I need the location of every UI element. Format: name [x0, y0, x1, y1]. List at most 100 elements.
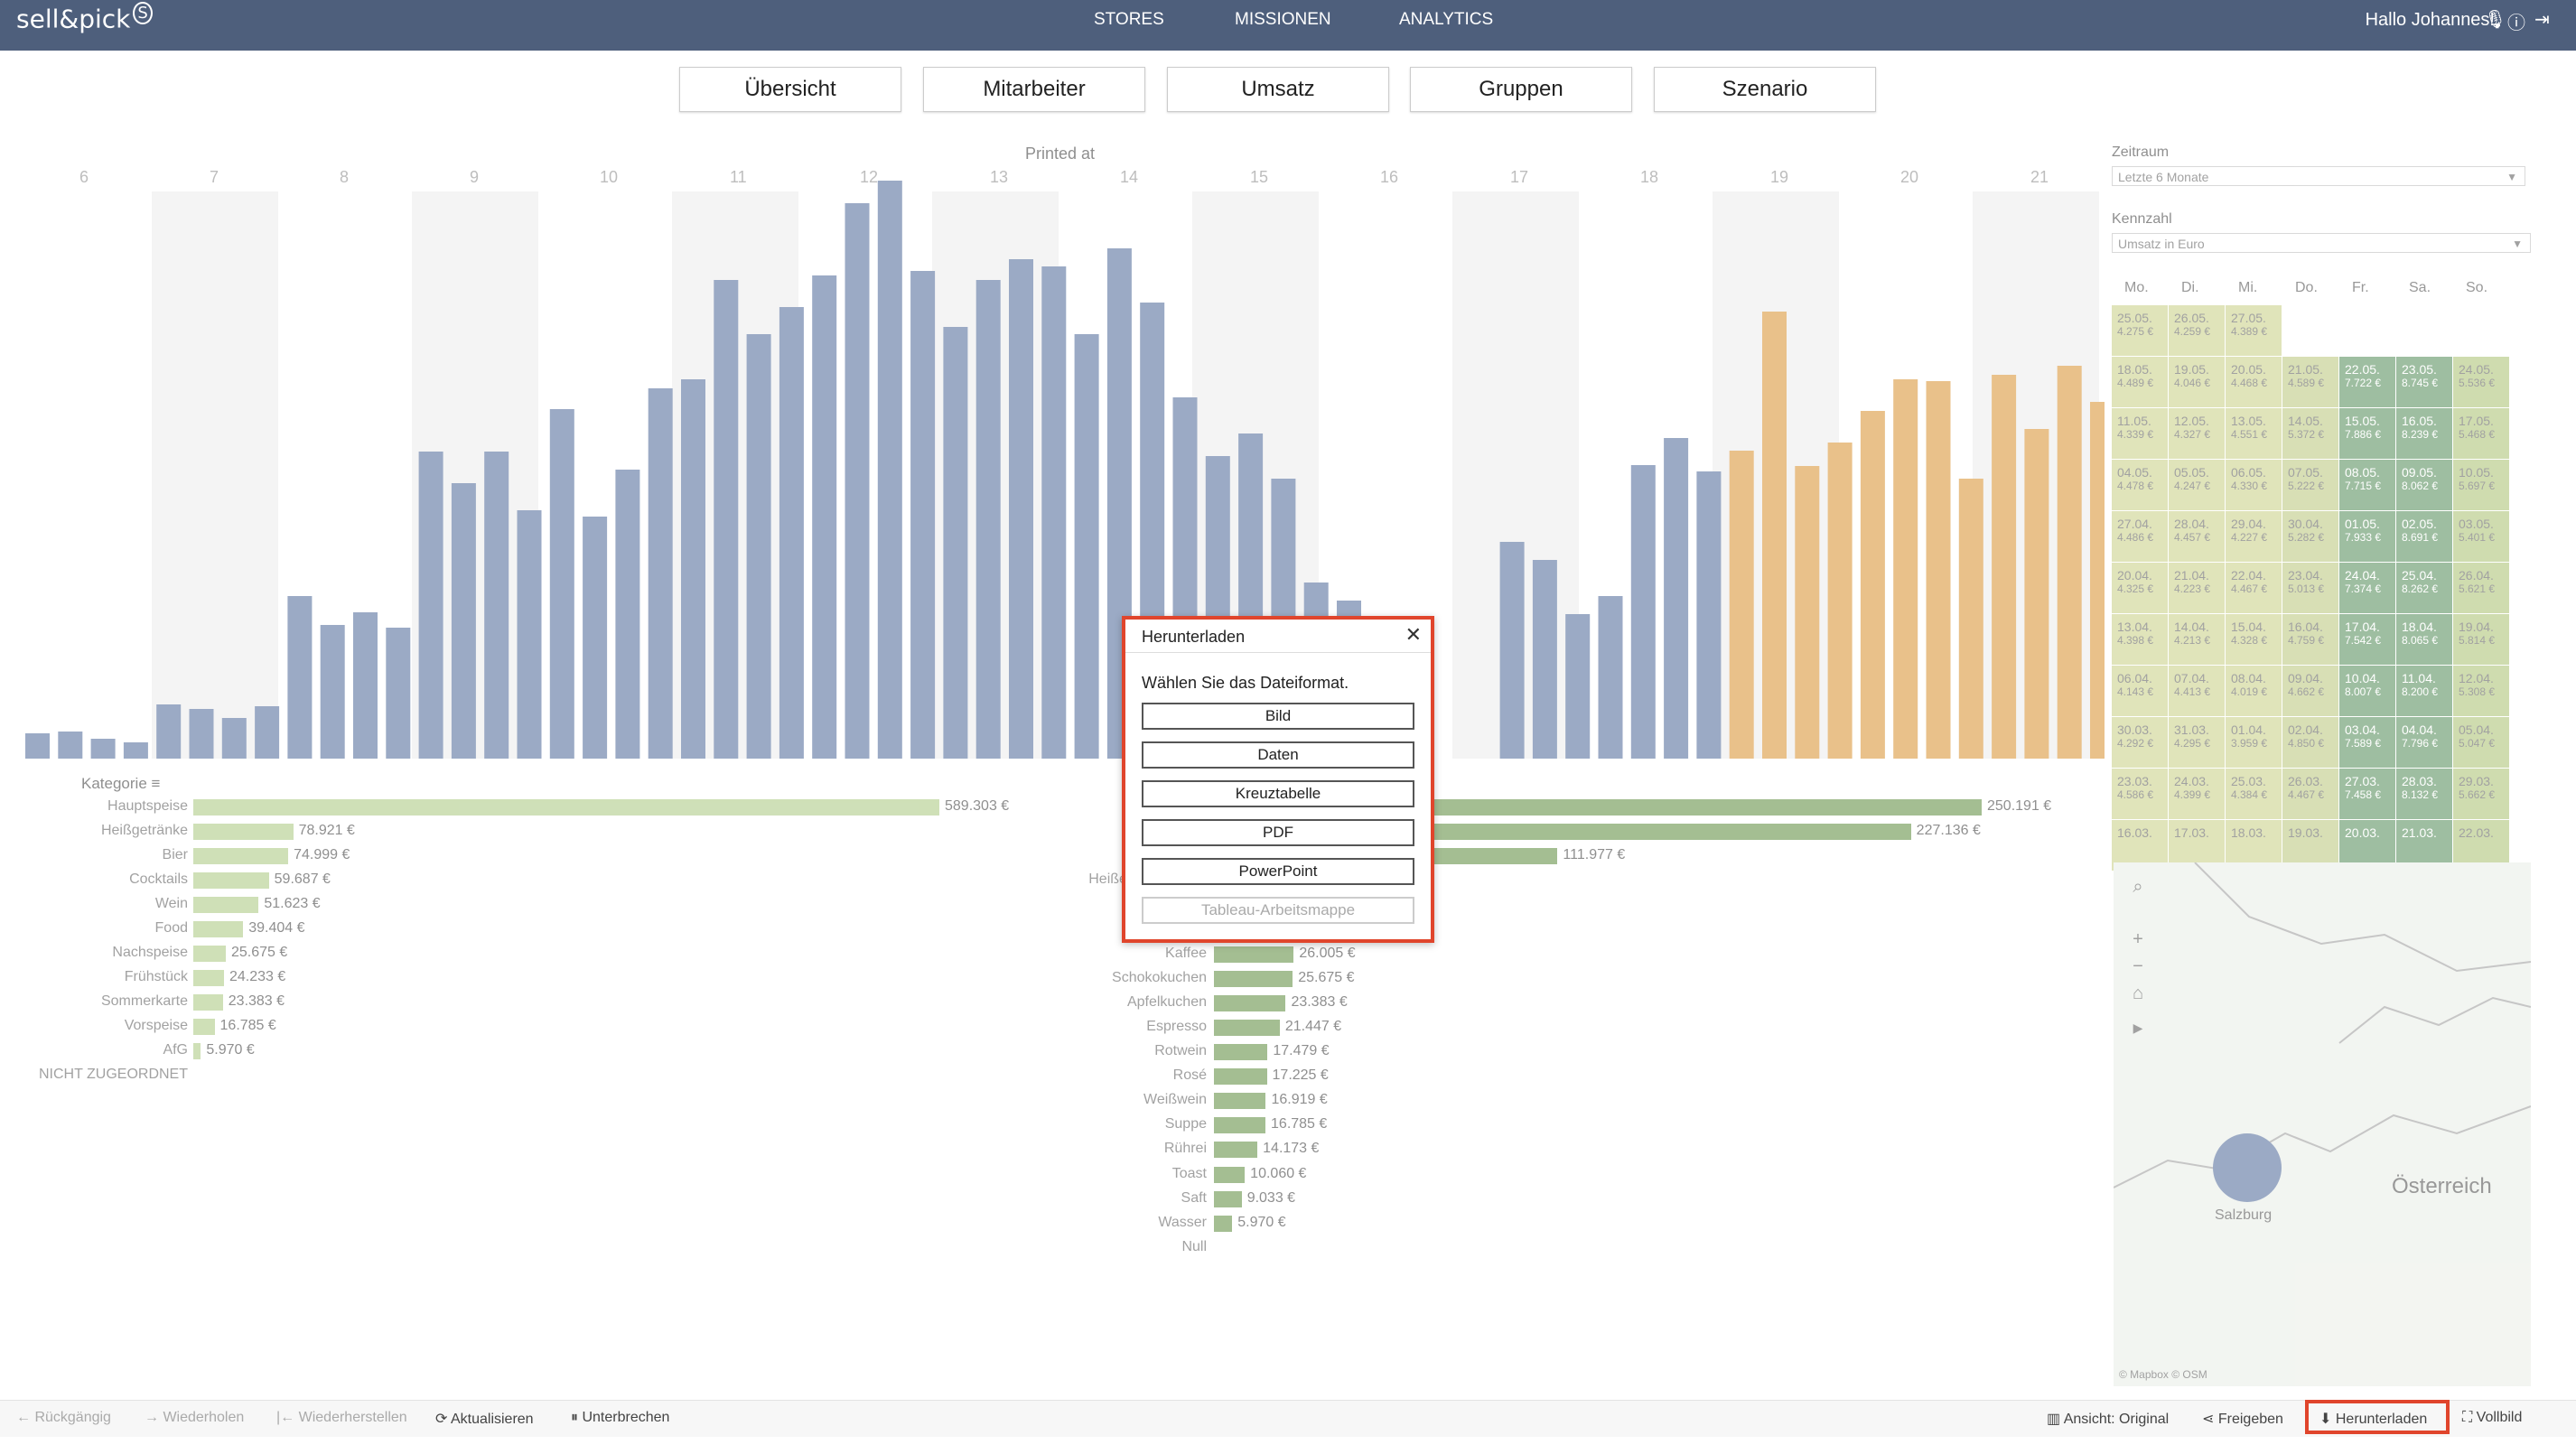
category-bar[interactable]: [193, 824, 294, 840]
day-bar[interactable]: [221, 718, 247, 759]
day-bar[interactable]: [1958, 479, 1983, 759]
tab-umsatz[interactable]: Umsatz: [1167, 67, 1389, 112]
play-icon[interactable]: ▶: [2133, 1021, 2143, 1035]
day-bar[interactable]: [1009, 259, 1033, 759]
calendar-day[interactable]: 10.04. 8.007 €: [2339, 666, 2395, 716]
category-bar[interactable]: [193, 848, 289, 864]
download-button[interactable]: ⬇ Herunterladen: [2319, 1412, 2428, 1427]
calendar-day[interactable]: 20.05. 4.468 €: [2226, 357, 2282, 407]
day-bar[interactable]: [1827, 443, 1853, 759]
calendar-day[interactable]: 30.04. 5.282 €: [2282, 511, 2338, 562]
day-bar[interactable]: [1893, 379, 1918, 759]
calendar-day[interactable]: 21.05. 4.589 €: [2282, 357, 2338, 407]
calendar-day[interactable]: 06.04. 4.143 €: [2112, 666, 2168, 716]
home-icon[interactable]: ⌂: [2132, 983, 2144, 1003]
share-button[interactable]: ⋖ Freigeben: [2202, 1412, 2283, 1427]
weekly-revenue-chart[interactable]: [0, 181, 2105, 759]
day-bar[interactable]: [681, 379, 705, 759]
day-bar[interactable]: [255, 706, 280, 759]
calendar-day[interactable]: 22.03.: [2453, 820, 2509, 871]
calendar-day[interactable]: 13.05. 4.551 €: [2226, 408, 2282, 459]
calendar-day[interactable]: 26.05. 4.259 €: [2169, 305, 2225, 356]
day-bar[interactable]: [877, 181, 902, 759]
product-bar[interactable]: [1214, 946, 1294, 963]
product-bar[interactable]: [1214, 1044, 1268, 1060]
calendar-day[interactable]: 02.04. 4.850 €: [2282, 717, 2338, 768]
calendar-day[interactable]: 29.03. 5.662 €: [2453, 769, 2509, 819]
day-bar[interactable]: [320, 625, 345, 759]
day-bar[interactable]: [1532, 560, 1557, 759]
day-bar[interactable]: [583, 517, 608, 759]
category-bar[interactable]: [193, 799, 939, 816]
calendar-day[interactable]: 17.04. 7.542 €: [2339, 614, 2395, 665]
calendar-day[interactable]: 15.04. 4.328 €: [2226, 614, 2282, 665]
calendar-day[interactable]: 28.03. 8.132 €: [2396, 769, 2452, 819]
day-bar[interactable]: [779, 307, 804, 759]
calendar-day[interactable]: 20.03.: [2339, 820, 2395, 871]
calendar-day[interactable]: 23.05. 8.745 €: [2396, 357, 2452, 407]
fullscreen-button[interactable]: ⛶ Vollbild: [2462, 1410, 2523, 1425]
calendar-day[interactable]: 11.04. 8.200 €: [2396, 666, 2452, 716]
calendar-day[interactable]: 08.04. 4.019 €: [2226, 666, 2282, 716]
calendar-day[interactable]: 28.04. 4.457 €: [2169, 511, 2225, 562]
calendar-day[interactable]: 30.03. 4.292 €: [2112, 717, 2168, 768]
product-bar[interactable]: [1214, 1215, 1233, 1232]
pdf-button[interactable]: PDF: [1142, 819, 1414, 846]
revert-button[interactable]: |← Wiederherstellen: [276, 1410, 407, 1425]
calendar-day[interactable]: 12.05. 4.327 €: [2169, 408, 2225, 459]
day-bar[interactable]: [353, 612, 378, 759]
day-bar[interactable]: [975, 280, 1001, 759]
day-bar[interactable]: [714, 280, 739, 759]
calendar-day[interactable]: 21.04. 4.223 €: [2169, 563, 2225, 613]
day-bar[interactable]: [2057, 366, 2082, 759]
calendar-day[interactable]: 16.03.: [2112, 820, 2168, 871]
tab-szenario[interactable]: Szenario: [1654, 67, 1876, 112]
calendar-day[interactable]: 13.04. 4.398 €: [2112, 614, 2168, 665]
calendar-day[interactable]: 03.04. 7.589 €: [2339, 717, 2395, 768]
tab-gruppen[interactable]: Gruppen: [1410, 67, 1632, 112]
calendar-day[interactable]: 18.03.: [2226, 820, 2282, 871]
calendar-day[interactable]: 17.05. 5.468 €: [2453, 408, 2509, 459]
calendar-day[interactable]: 23.04. 5.013 €: [2282, 563, 2338, 613]
calendar-day[interactable]: 18.05. 4.489 €: [2112, 357, 2168, 407]
calendar-day[interactable]: 25.04. 8.262 €: [2396, 563, 2452, 613]
calendar-day[interactable]: 26.04. 5.621 €: [2453, 563, 2509, 613]
calendar-day[interactable]: 19.05. 4.046 €: [2169, 357, 2225, 407]
category-bar[interactable]: [193, 970, 224, 986]
day-bar[interactable]: [1499, 542, 1525, 759]
day-bar[interactable]: [1630, 465, 1656, 759]
day-bar[interactable]: [1664, 438, 1689, 759]
category-bar[interactable]: [193, 897, 259, 913]
day-bar[interactable]: [517, 510, 542, 759]
calendar-day[interactable]: 27.04. 4.486 €: [2112, 511, 2168, 562]
calendar-day[interactable]: 16.04. 4.759 €: [2282, 614, 2338, 665]
tableau-workbook-button[interactable]: Tableau-Arbeitsmappe: [1142, 897, 1414, 924]
refresh-button[interactable]: ⟳ Aktualisieren: [435, 1412, 534, 1427]
calendar-day[interactable]: 27.05. 4.389 €: [2226, 305, 2282, 356]
calendar-day[interactable]: 23.03. 4.586 €: [2112, 769, 2168, 819]
zeitraum-select[interactable]: Letzte 6 Monate ▼: [2112, 166, 2525, 186]
category-bar[interactable]: [193, 872, 269, 889]
day-bar[interactable]: [845, 203, 870, 759]
day-bar[interactable]: [943, 327, 968, 759]
calendar-day[interactable]: 06.05. 4.330 €: [2226, 460, 2282, 510]
category-bar[interactable]: [193, 994, 223, 1011]
day-bar[interactable]: [1926, 381, 1951, 759]
calendar-day[interactable]: 03.05. 5.401 €: [2453, 511, 2509, 562]
day-bar[interactable]: [1598, 596, 1623, 759]
close-icon[interactable]: ✕: [1405, 623, 1422, 646]
tab-mitarbeiter[interactable]: Mitarbeiter: [923, 67, 1145, 112]
tab-uebersicht[interactable]: Übersicht: [679, 67, 901, 112]
map-search-icon[interactable]: ⌕: [2133, 877, 2143, 897]
calendar-day[interactable]: 09.05. 8.062 €: [2396, 460, 2452, 510]
calendar-day[interactable]: 15.05. 7.886 €: [2339, 408, 2395, 459]
calendar-day[interactable]: 22.05. 7.722 €: [2339, 357, 2395, 407]
product-bar[interactable]: [1214, 1190, 1242, 1207]
day-bar[interactable]: [1860, 411, 1885, 759]
day-bar[interactable]: [2090, 402, 2105, 759]
calendar-day[interactable]: 14.04. 4.213 €: [2169, 614, 2225, 665]
category-bar[interactable]: [193, 1019, 215, 1035]
day-bar[interactable]: [386, 628, 411, 759]
calendar-day[interactable]: 18.04. 8.065 €: [2396, 614, 2452, 665]
category-bar[interactable]: [193, 946, 226, 962]
